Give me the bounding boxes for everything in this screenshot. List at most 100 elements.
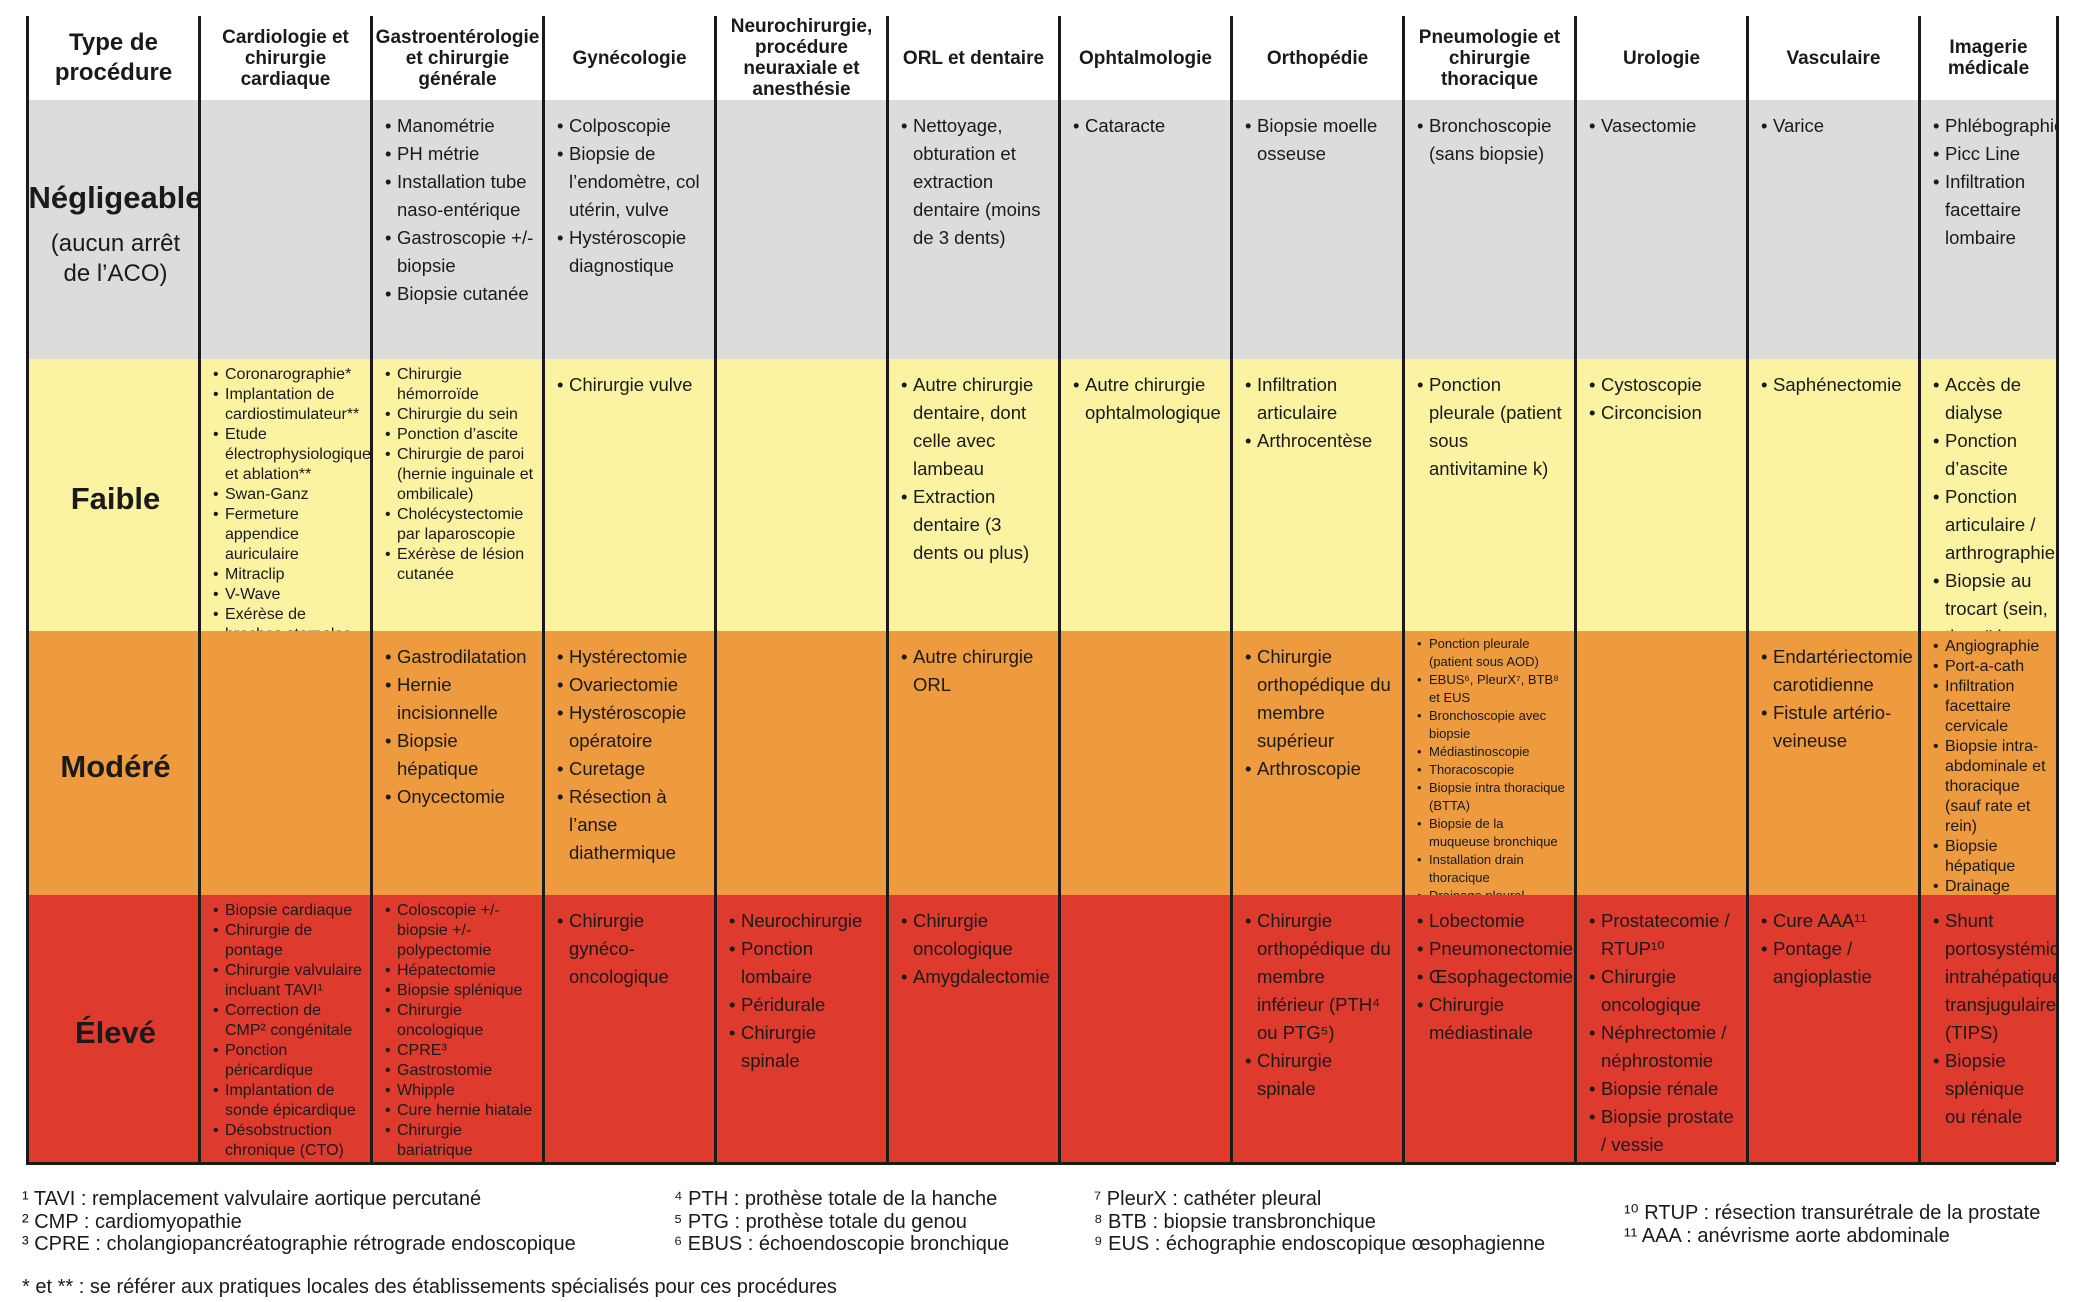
procedure-list: Infiltration articulaireArthrocentèse — [1245, 371, 1394, 455]
procedure-cell: Shunt portosystémique intrahépatique tra… — [1921, 895, 2059, 1162]
procedure-cell — [717, 359, 889, 631]
procedure-list: Shunt portosystémique intrahépatique tra… — [1933, 907, 2056, 1131]
procedure-item: Chirurgie médiastinale — [1417, 991, 1566, 1047]
procedure-item: Ponction pleurale (patient sous antivita… — [1417, 371, 1566, 483]
procedure-item: Implantation de sonde épicardique — [213, 1081, 362, 1121]
procedure-cell — [201, 100, 373, 359]
footnote-column: ¹⁰ RTUP : résection transurétrale de la … — [1624, 1202, 2040, 1247]
procedure-cell: Chirurgie orthopédique du membre inférie… — [1233, 895, 1405, 1162]
procedure-cell: Vasectomie — [1577, 100, 1749, 359]
procedure-item: Bronchoscopie avec biopsie — [1417, 707, 1566, 743]
procedure-item: Ponction péricardique — [213, 1041, 362, 1081]
procedure-item: EBUS⁶, PleurX⁷, BTB⁸ et EUS — [1417, 671, 1566, 707]
procedure-cell: Bronchoscopie (sans biopsie) — [1405, 100, 1577, 359]
footnote-column: ¹ TAVI : remplacement valvulaire aortiqu… — [22, 1188, 576, 1256]
procedure-list: Prostatecomie / RTUP¹⁰Chirurgie oncologi… — [1589, 907, 1738, 1159]
procedure-list: ManométriePH métrieInstallation tube nas… — [385, 112, 534, 308]
risk-level-cell: Négligeable (aucun arrêt de l’ACO) — [29, 100, 201, 359]
procedure-item: Accès de dialyse — [1933, 371, 2048, 427]
footnote: ⁶ EBUS : échoendoscopie bronchique — [674, 1233, 1010, 1255]
procedure-item: Infiltration articulaire — [1245, 371, 1394, 427]
procedure-item: Varice — [1761, 112, 1910, 140]
procedure-item: Chirurgie du sein — [385, 405, 534, 425]
procedure-list: Endartériectomie carotidienneFistule art… — [1761, 643, 1913, 755]
procedure-cell — [1577, 631, 1749, 895]
procedure-item: Swan-Ganz — [213, 485, 362, 505]
procedure-list: Saphénectomie — [1761, 371, 1910, 399]
procedure-item: Lobectomie — [1417, 907, 1566, 935]
procedure-item: Biopsie de l’endomètre, col utérin, vulv… — [557, 140, 706, 224]
procedure-item: Autre chirurgie ophtalmologique — [1073, 371, 1222, 427]
procedure-cell: ManométriePH métrieInstallation tube nas… — [373, 100, 545, 359]
procedure-item: Correction de CMP² congénitale — [213, 1001, 362, 1041]
footnote: ⁵ PTG : prothèse totale du genou — [674, 1210, 967, 1233]
procedure-item: Cure AAA¹¹ — [1761, 907, 1910, 935]
procedure-cell: Autre chirurgie ORL — [889, 631, 1061, 895]
column-header: Ophtalmologie — [1061, 16, 1233, 100]
risk-level-cell: Élevé — [29, 895, 201, 1162]
procedure-item: Biopsie rénale — [1589, 1075, 1738, 1103]
procedure-item: Chirurgie oncologique — [901, 907, 1050, 963]
procedure-item: Néphrectomie / néphrostomie — [1589, 1019, 1738, 1075]
footnote: ³ CPRE : cholangiopancréatographie rétro… — [22, 1233, 576, 1255]
procedure-cell: Infiltration articulaireArthrocentèse — [1233, 359, 1405, 631]
procedure-item: Picc Line — [1933, 140, 2048, 168]
footnote: ² CMP : cardiomyopathie — [22, 1210, 242, 1233]
procedure-cell: Prostatecomie / RTUP¹⁰Chirurgie oncologi… — [1577, 895, 1749, 1162]
procedure-list: GastrodilatationHernie incisionnelleBiop… — [385, 643, 534, 811]
procedure-item: Etude électrophysiologique et ablation** — [213, 425, 370, 485]
procedure-list: HystérectomieOvariectomieHystéroscopie o… — [557, 643, 706, 867]
procedure-cell: Chirurgie oncologiqueAmygdalectomie — [889, 895, 1061, 1162]
procedure-item: Gastrostomie — [385, 1061, 534, 1081]
procedure-cell: Saphénectomie — [1749, 359, 1921, 631]
footnote: ¹⁰ RTUP : résection transurétrale de la … — [1624, 1202, 2041, 1224]
procedure-item: Ponction d’ascite — [385, 425, 534, 445]
footnote: ⁴ PTH : prothèse totale de la hanche — [674, 1188, 998, 1210]
procedure-item: Infiltration facettaire lombaire — [1933, 168, 2048, 252]
procedure-list: Vasectomie — [1589, 112, 1738, 140]
procedure-item: Port-a-cath — [1933, 657, 2048, 677]
footnote-column: ⁴ PTH : prothèse totale de la hanche ⁵ P… — [674, 1188, 1009, 1256]
procedure-item: Drainage pleural — [1933, 877, 2048, 895]
procedure-item: Chirurgie oncologique — [1589, 963, 1738, 1019]
procedure-item: Chirurgie de pontage — [213, 921, 362, 961]
procedure-item: Onycectomie — [385, 783, 534, 811]
procedure-item: Installation tube naso-entérique — [385, 168, 534, 224]
procedure-item: Chirurgie de paroi (hernie inguinale et … — [385, 445, 534, 505]
procedure-list: Autre chirurgie ophtalmologique — [1073, 371, 1222, 427]
procedure-list: Chirurgie orthopédique du membre supérie… — [1245, 643, 1394, 783]
procedure-item: Œsophagectomie — [1417, 963, 1573, 991]
procedure-item: Ponction lombaire — [729, 935, 878, 991]
procedure-cell — [1061, 895, 1233, 1162]
risk-level-cell: Modéré — [29, 631, 201, 895]
procedure-item: Biopsie de la muqueuse bronchique — [1417, 815, 1566, 851]
procedure-list: Bronchoscopie (sans biopsie) — [1417, 112, 1566, 168]
procedure-item: Drainage pleural — [1417, 887, 1566, 895]
procedure-item: Biopsie cutanée — [385, 280, 534, 308]
procedure-item: Endartériectomie carotidienne — [1761, 643, 1913, 699]
procedure-item: Autre chirurgie dentaire, dont celle ave… — [901, 371, 1050, 483]
footnotes: ¹ TAVI : remplacement valvulaire aortiqu… — [22, 1188, 2062, 1298]
procedure-item: Installation drain thoracique — [1417, 851, 1566, 887]
procedure-item: Chirurgie vulve — [557, 371, 706, 399]
procedure-item: Ponction pleurale (patient sous AOD) — [1417, 635, 1566, 671]
procedure-cell: Coronarographie*Implantation de cardiost… — [201, 359, 373, 631]
procedure-item: Résection à l’anse diathermique — [557, 783, 706, 867]
procedure-item: Bronchoscopie (sans biopsie) — [1417, 112, 1566, 168]
procedure-item: Biopsie intra-abdominale et thoracique (… — [1933, 737, 2048, 837]
procedure-item: Colectomie — [385, 1161, 534, 1162]
procedure-item: Chirurgie spinale — [729, 1019, 878, 1075]
procedure-item: Fistule artério-veineuse — [1761, 699, 1910, 755]
procedure-item: Angiographie — [1933, 637, 2048, 657]
procedure-cell: NeurochirurgiePonction lombairePéridural… — [717, 895, 889, 1162]
procedure-item: Ovariectomie — [557, 671, 706, 699]
procedure-item: Biopsie hépatique — [385, 727, 534, 783]
procedure-cell: Ponction pleurale (patient sous antivita… — [1405, 359, 1577, 631]
footnote: ⁷ PleurX : cathéter pleural — [1094, 1188, 1322, 1210]
procedure-cell: CystoscopieCirconcision — [1577, 359, 1749, 631]
procedure-item: Whipple — [385, 1081, 534, 1101]
procedure-item: Biopsie splénique — [385, 981, 534, 1001]
procedure-cell: ColposcopieBiopsie de l’endomètre, col u… — [545, 100, 717, 359]
risk-level-name: Modéré — [60, 749, 171, 784]
procedure-item: Hystéroscopie opératoire — [557, 699, 706, 755]
